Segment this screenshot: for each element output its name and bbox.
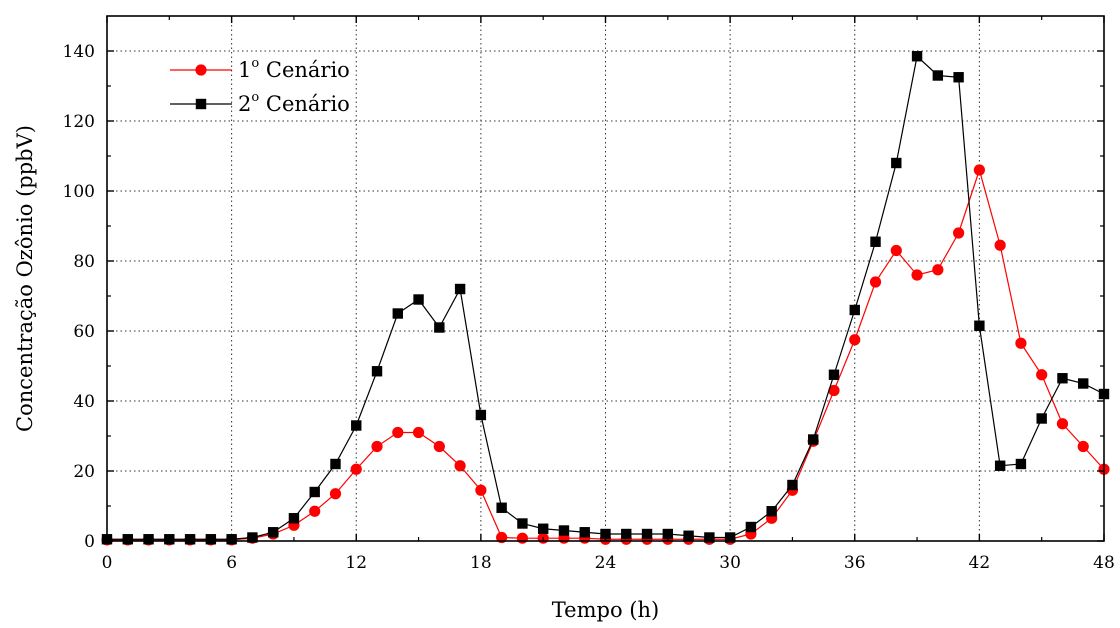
data-point: [953, 227, 964, 238]
y-tick-label: 0: [84, 532, 95, 552]
x-tick-label: 0: [102, 553, 113, 573]
data-point: [621, 529, 631, 539]
axis-ticks: 0 6 12 18 24 30 36 42 48 0 20 40 60 80 100 120 140: [63, 16, 1115, 573]
data-point: [206, 534, 216, 544]
data-point: [434, 441, 445, 452]
data-point: [891, 245, 902, 256]
legend: 1o Cenário 2o Cenário: [170, 56, 350, 116]
data-point: [310, 487, 320, 497]
data-point: [829, 370, 839, 380]
data-point: [808, 434, 818, 444]
data-point: [393, 308, 403, 318]
data-point: [309, 506, 320, 517]
data-point: [123, 534, 133, 544]
y-axis-title: Concentração Ozônio (ppbV): [13, 125, 37, 432]
data-point: [1015, 338, 1026, 349]
data-point: [912, 51, 922, 61]
data-point: [517, 533, 528, 544]
data-point: [476, 410, 486, 420]
data-point: [559, 525, 569, 535]
data-point: [517, 518, 527, 528]
data-point: [351, 464, 362, 475]
y-tick-label: 40: [73, 392, 95, 412]
data-point: [911, 269, 922, 280]
data-point: [434, 322, 444, 332]
data-point: [849, 334, 860, 345]
data-point: [995, 240, 1006, 251]
x-axis-title: Tempo (h): [552, 598, 659, 622]
data-point: [1057, 418, 1068, 429]
data-point: [185, 534, 195, 544]
legend-marker: [195, 64, 206, 75]
data-point: [413, 427, 424, 438]
data-point: [372, 366, 382, 376]
data-point: [496, 503, 506, 513]
data-point: [766, 506, 776, 516]
data-point: [413, 294, 423, 304]
y-tick-label: 140: [63, 42, 95, 62]
legend-item-1: 1o Cenário: [170, 56, 350, 82]
legend-label: 2o Cenário: [238, 90, 350, 116]
data-point: [580, 527, 590, 537]
x-tick-label: 6: [226, 553, 237, 573]
x-tick-label: 42: [969, 553, 991, 573]
data-point: [538, 524, 548, 534]
x-tick-label: 12: [345, 553, 367, 573]
y-tick-label: 60: [73, 322, 95, 342]
data-point: [953, 72, 963, 82]
y-tick-label: 100: [63, 182, 95, 202]
data-point: [268, 527, 278, 537]
data-point: [787, 480, 797, 490]
x-tick-label: 48: [1093, 553, 1115, 573]
x-tick-label: 30: [719, 553, 741, 573]
data-point: [974, 164, 985, 175]
data-point: [995, 461, 1005, 471]
data-point: [683, 531, 693, 541]
data-point: [933, 70, 943, 80]
legend-label: 1o Cenário: [238, 56, 350, 82]
data-point: [455, 284, 465, 294]
data-point: [974, 321, 984, 331]
data-point: [351, 420, 361, 430]
data-point: [289, 513, 299, 523]
data-point: [1057, 373, 1067, 383]
data-point: [746, 522, 756, 532]
legend-item-2: 2o Cenário: [170, 90, 350, 116]
legend-marker: [196, 99, 206, 109]
data-point: [891, 158, 901, 168]
data-point: [932, 264, 943, 275]
data-point: [1078, 378, 1088, 388]
data-point: [143, 534, 153, 544]
y-tick-label: 20: [73, 462, 95, 482]
data-point: [1016, 459, 1026, 469]
data-point: [642, 529, 652, 539]
x-tick-label: 18: [470, 553, 492, 573]
data-point: [475, 485, 486, 496]
data-point: [870, 237, 880, 247]
data-point: [330, 488, 341, 499]
x-tick-label: 36: [844, 553, 866, 573]
data-point: [392, 427, 403, 438]
data-point: [330, 459, 340, 469]
data-point: [850, 305, 860, 315]
x-tick-label: 24: [595, 553, 617, 573]
data-point: [1036, 369, 1047, 380]
data-point: [455, 460, 466, 471]
data-point: [371, 441, 382, 452]
data-point: [1036, 413, 1046, 423]
data-point: [1078, 441, 1089, 452]
y-tick-label: 80: [73, 252, 95, 272]
data-point: [870, 276, 881, 287]
y-tick-label: 120: [63, 112, 95, 132]
